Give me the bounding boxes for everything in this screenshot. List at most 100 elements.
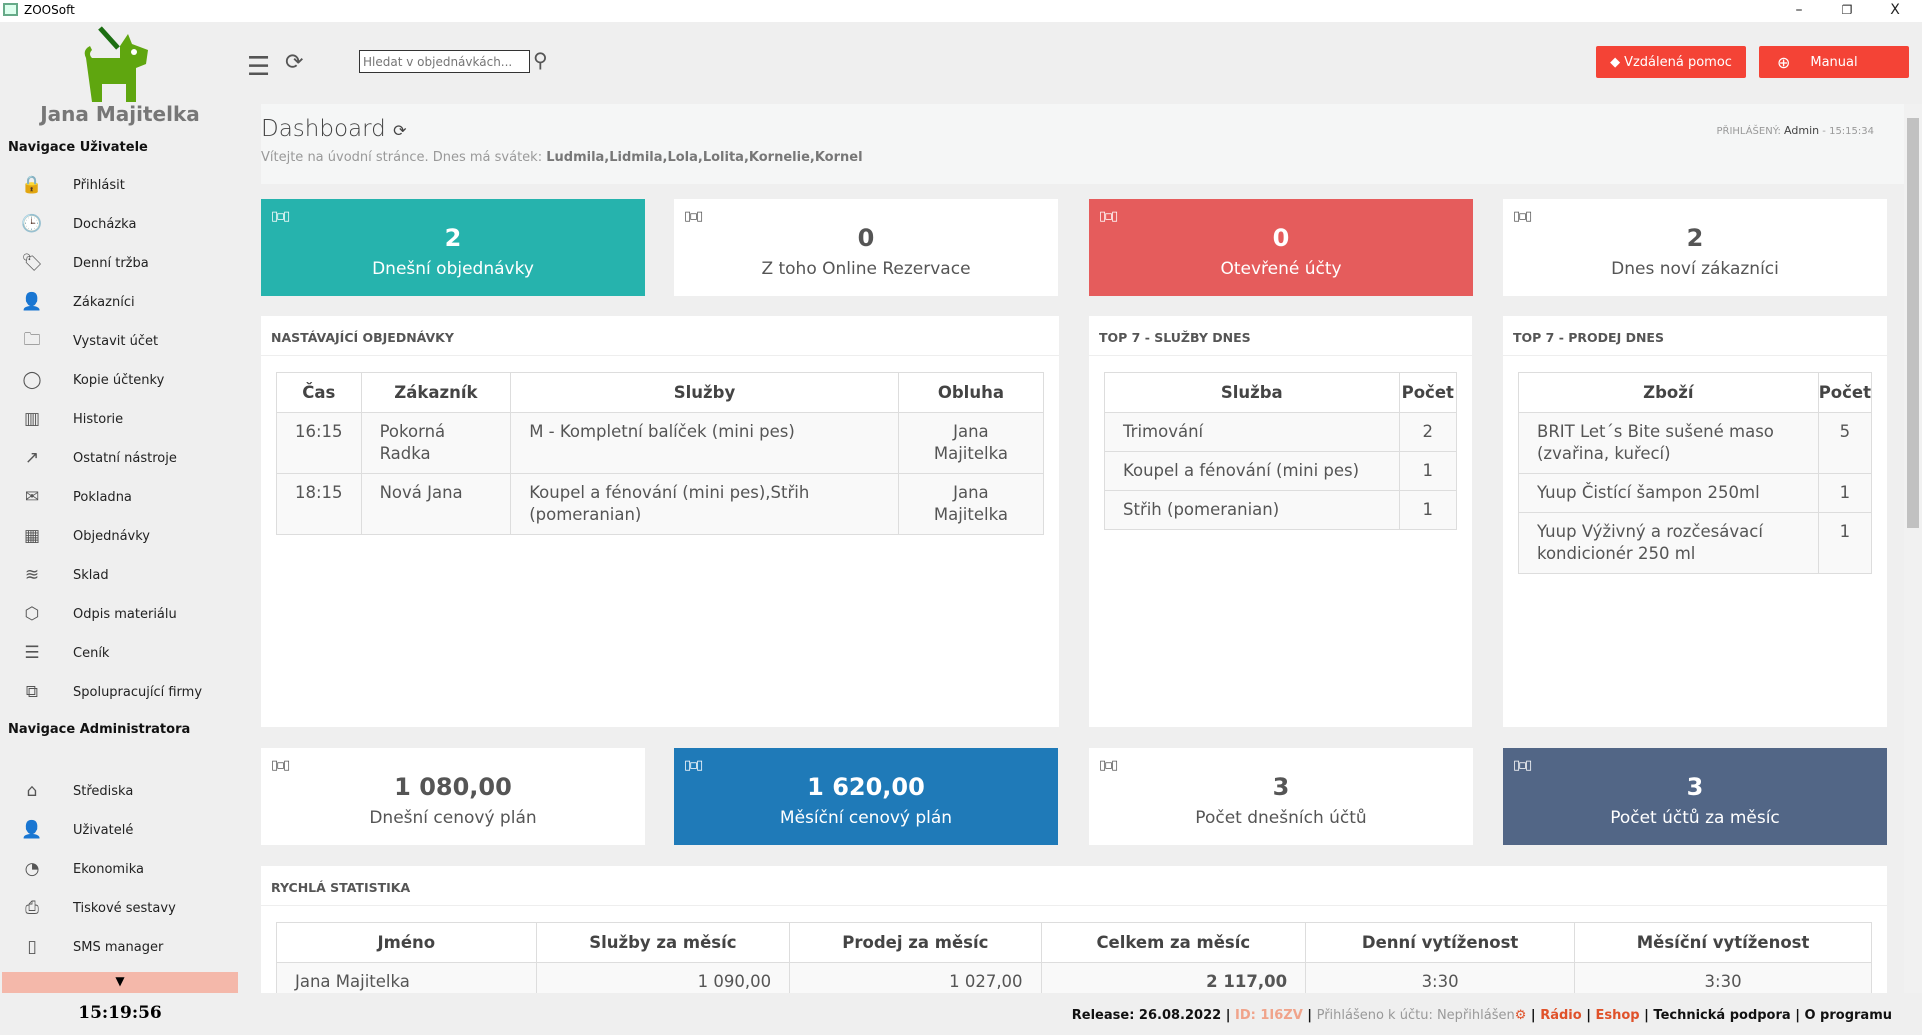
refresh-icon[interactable]: ⟳	[285, 50, 304, 75]
stat-value: 1 080,00	[394, 773, 512, 801]
menu-icon[interactable]: ☰	[247, 52, 271, 82]
close-button[interactable]: X	[1890, 2, 1900, 18]
top-services-table: Služba Počet Trimování 2 Koupel a fénování (…	[1104, 372, 1458, 530]
login-label: PŘIHLÁŠENÝ:	[1716, 126, 1781, 137]
restore-button[interactable]: ❐	[1841, 3, 1853, 17]
stat-label: Dnes noví zákazníci	[1611, 259, 1779, 279]
sidebar-item-střediska[interactable]: ⌂ Střediska	[0, 774, 240, 808]
remote-help-button[interactable]: ◆ Vzdálená pomoc	[1596, 46, 1746, 78]
stat-card[interactable]: ▯▫▯ 2 Dnešní objednávky	[261, 199, 645, 296]
bar-chart-icon: ▯▫▯	[1099, 758, 1118, 773]
table-cell: Koupel a fénování (mini pes),Střih (pome…	[510, 473, 899, 535]
table-row[interactable]: Trimování 2	[1104, 412, 1458, 452]
sidebar-item-pokladna[interactable]: ✉ Pokladna	[0, 480, 240, 514]
sidebar-item-vystavit-účet[interactable]: 🗀 Vystavit účet	[0, 324, 240, 358]
sidebar-item-zákazníci[interactable]: 👤 Zákazníci	[0, 285, 240, 319]
sidebar-item-objednávky[interactable]: ▦ Objednávky	[0, 519, 240, 553]
sidebar-item-uživatelé[interactable]: 👤 Uživatelé	[0, 813, 240, 847]
support-link[interactable]: Technická podpora	[1653, 1008, 1791, 1023]
sidebar-item-ostatní-nástroje[interactable]: ↗ Ostatní nástroje	[0, 441, 240, 475]
page-title: Dashboard	[261, 116, 386, 142]
nav-icon: ▯	[27, 937, 37, 957]
footer: Release: 26.08.2022 | ID: 1I6ZV | Přihlá…	[240, 993, 1922, 1035]
sidebar-item-label: Docházka	[73, 216, 137, 232]
nav-icon: ◯	[22, 370, 42, 390]
sidebar-item-spolupracující-firmy[interactable]: ⧉ Spolupracující firmy	[0, 675, 240, 709]
sidebar-item-sklad[interactable]: ≋ Sklad	[0, 558, 240, 592]
install-id: ID: 1I6ZV	[1234, 1008, 1303, 1023]
stat-card[interactable]: ▯▫▯ 1 080,00 Dnešní cenový plán	[261, 748, 645, 845]
sidebar-item-label: Ekonomika	[73, 861, 144, 877]
table-header-row: Zboží Počet	[1518, 372, 1873, 413]
sidebar-item-odpis-materiálu[interactable]: ⬡ Odpis materiálu	[0, 597, 240, 631]
sidebar-item-label: SMS manager	[73, 939, 164, 955]
sidebar-item-docházka[interactable]: 🕒 Docházka	[0, 207, 240, 241]
clock: 15:19:56	[78, 1003, 162, 1023]
nav-icon: 🔒	[21, 175, 43, 195]
scrollbar-thumb[interactable]	[1907, 118, 1919, 528]
table-cell: 3:30	[1574, 962, 1872, 993]
sidebar-item-denní-tržba[interactable]: 🏷 Denní tržba	[0, 246, 240, 280]
manual-label: Manual	[1810, 54, 1858, 70]
stat-label: Z toho Online Rezervace	[761, 259, 971, 279]
table-cell: Koupel a fénování (mini pes)	[1104, 451, 1400, 491]
main-scrollbar[interactable]	[1904, 104, 1922, 993]
radio-link[interactable]: Rádio	[1540, 1008, 1582, 1023]
column-header: Obluha	[897, 372, 1045, 413]
nav-icon: ☰	[24, 643, 40, 663]
sidebar-item-label: Odpis materiálu	[73, 606, 177, 622]
stat-value: 0	[857, 224, 875, 252]
table-row[interactable]: Střih (pomeranian) 1	[1104, 490, 1458, 530]
sidebar-item-přihlásit[interactable]: 🔒 Přihlásit	[0, 168, 240, 202]
bar-chart-icon: ▯▫▯	[271, 758, 290, 773]
stat-card[interactable]: ▯▫▯ 0 Otevřené účty	[1089, 199, 1473, 296]
table-row[interactable]: 16:15 Pokorná Radka M - Kompletní balíček …	[276, 412, 1045, 474]
search-icon[interactable]: ⚲	[533, 48, 548, 72]
table-cell: Jana Majitelka	[897, 473, 1045, 535]
sidebar-item-ekonomika[interactable]: ◔ Ekonomika	[0, 852, 240, 886]
table-cell: 1	[1398, 451, 1458, 491]
sidebar-item-sms-manager[interactable]: ▯ SMS manager	[0, 930, 240, 964]
table-row[interactable]: Jana Majitelka 1 090,00 1 027,00 2 117,00 3:…	[276, 962, 1872, 993]
sidebar-item-label: Sklad	[73, 567, 109, 583]
nav-icon: ▥	[23, 409, 41, 429]
manual-button[interactable]: ⊕ Manual	[1759, 46, 1909, 78]
table-row[interactable]: Yuup Výživný a rozčesávací kondicionér 2…	[1518, 512, 1873, 574]
table-cell: 1	[1817, 473, 1873, 513]
table-cell: 1 090,00	[535, 962, 791, 993]
gear-icon[interactable]: ⚙	[1514, 1008, 1527, 1023]
nav-icon: ◔	[24, 859, 40, 879]
table-row[interactable]: Yuup Čistící šampon 250ml 1	[1518, 473, 1873, 513]
admin-nav-heading: Navigace Administratora	[8, 722, 191, 737]
stat-label: Dnešní cenový plán	[369, 808, 537, 828]
table-cell: Střih (pomeranian)	[1104, 490, 1400, 530]
sidebar-item-ceník[interactable]: ☰ Ceník	[0, 636, 240, 670]
nav-icon: 🏷	[21, 253, 43, 273]
table-row[interactable]: Koupel a fénování (mini pes) 1	[1104, 451, 1458, 491]
sidebar-item-label: Kopie účtenky	[73, 372, 165, 388]
stat-card[interactable]: ▯▫▯ 2 Dnes noví zákazníci	[1503, 199, 1887, 296]
eshop-link[interactable]: Eshop	[1595, 1008, 1640, 1023]
stat-card[interactable]: ▯▫▯ 3 Počet účtů za měsíc	[1503, 748, 1887, 845]
sidebar-item-label: Vystavit účet	[73, 333, 159, 349]
bar-chart-icon: ▯▫▯	[1513, 758, 1532, 773]
stat-card[interactable]: ▯▫▯ 3 Počet dnešních účtů	[1089, 748, 1473, 845]
minimize-button[interactable]: –	[1795, 2, 1803, 18]
about-link[interactable]: O programu	[1804, 1008, 1892, 1023]
sidebar-scroll-down-button[interactable]: ▼	[2, 972, 238, 993]
stat-card[interactable]: ▯▫▯ 1 620,00 Měsíční cenový plán	[674, 748, 1058, 845]
sidebar: Jana Majitelka Navigace Uživatele 🔒 Přihl…	[0, 22, 240, 1035]
top-services-panel: TOP 7 - SLUŽBY DNES Služba Počet Trimování…	[1089, 316, 1472, 727]
sidebar-item-historie[interactable]: ▥ Historie	[0, 402, 240, 436]
sidebar-item-tiskové-sestavy[interactable]: ⎙ Tiskové sestavy	[0, 891, 240, 925]
sidebar-item-label: Střediska	[73, 783, 134, 799]
sidebar-item-kopie-účtenky[interactable]: ◯ Kopie účtenky	[0, 363, 240, 397]
table-row[interactable]: 18:15 Nová Jana Koupel a fénování (mini pe…	[276, 473, 1045, 535]
nav-icon: 🗀	[23, 329, 41, 350]
search-input[interactable]	[359, 50, 530, 73]
table-cell: 1	[1817, 512, 1873, 574]
refresh-icon[interactable]: ⟳	[393, 121, 407, 140]
stat-card[interactable]: ▯▫▯ 0 Z toho Online Rezervace	[674, 199, 1058, 296]
table-cell: Nová Jana	[360, 473, 512, 535]
table-row[interactable]: BRIT Let´s Bite sušené maso (zvařina, ku…	[1518, 412, 1873, 474]
